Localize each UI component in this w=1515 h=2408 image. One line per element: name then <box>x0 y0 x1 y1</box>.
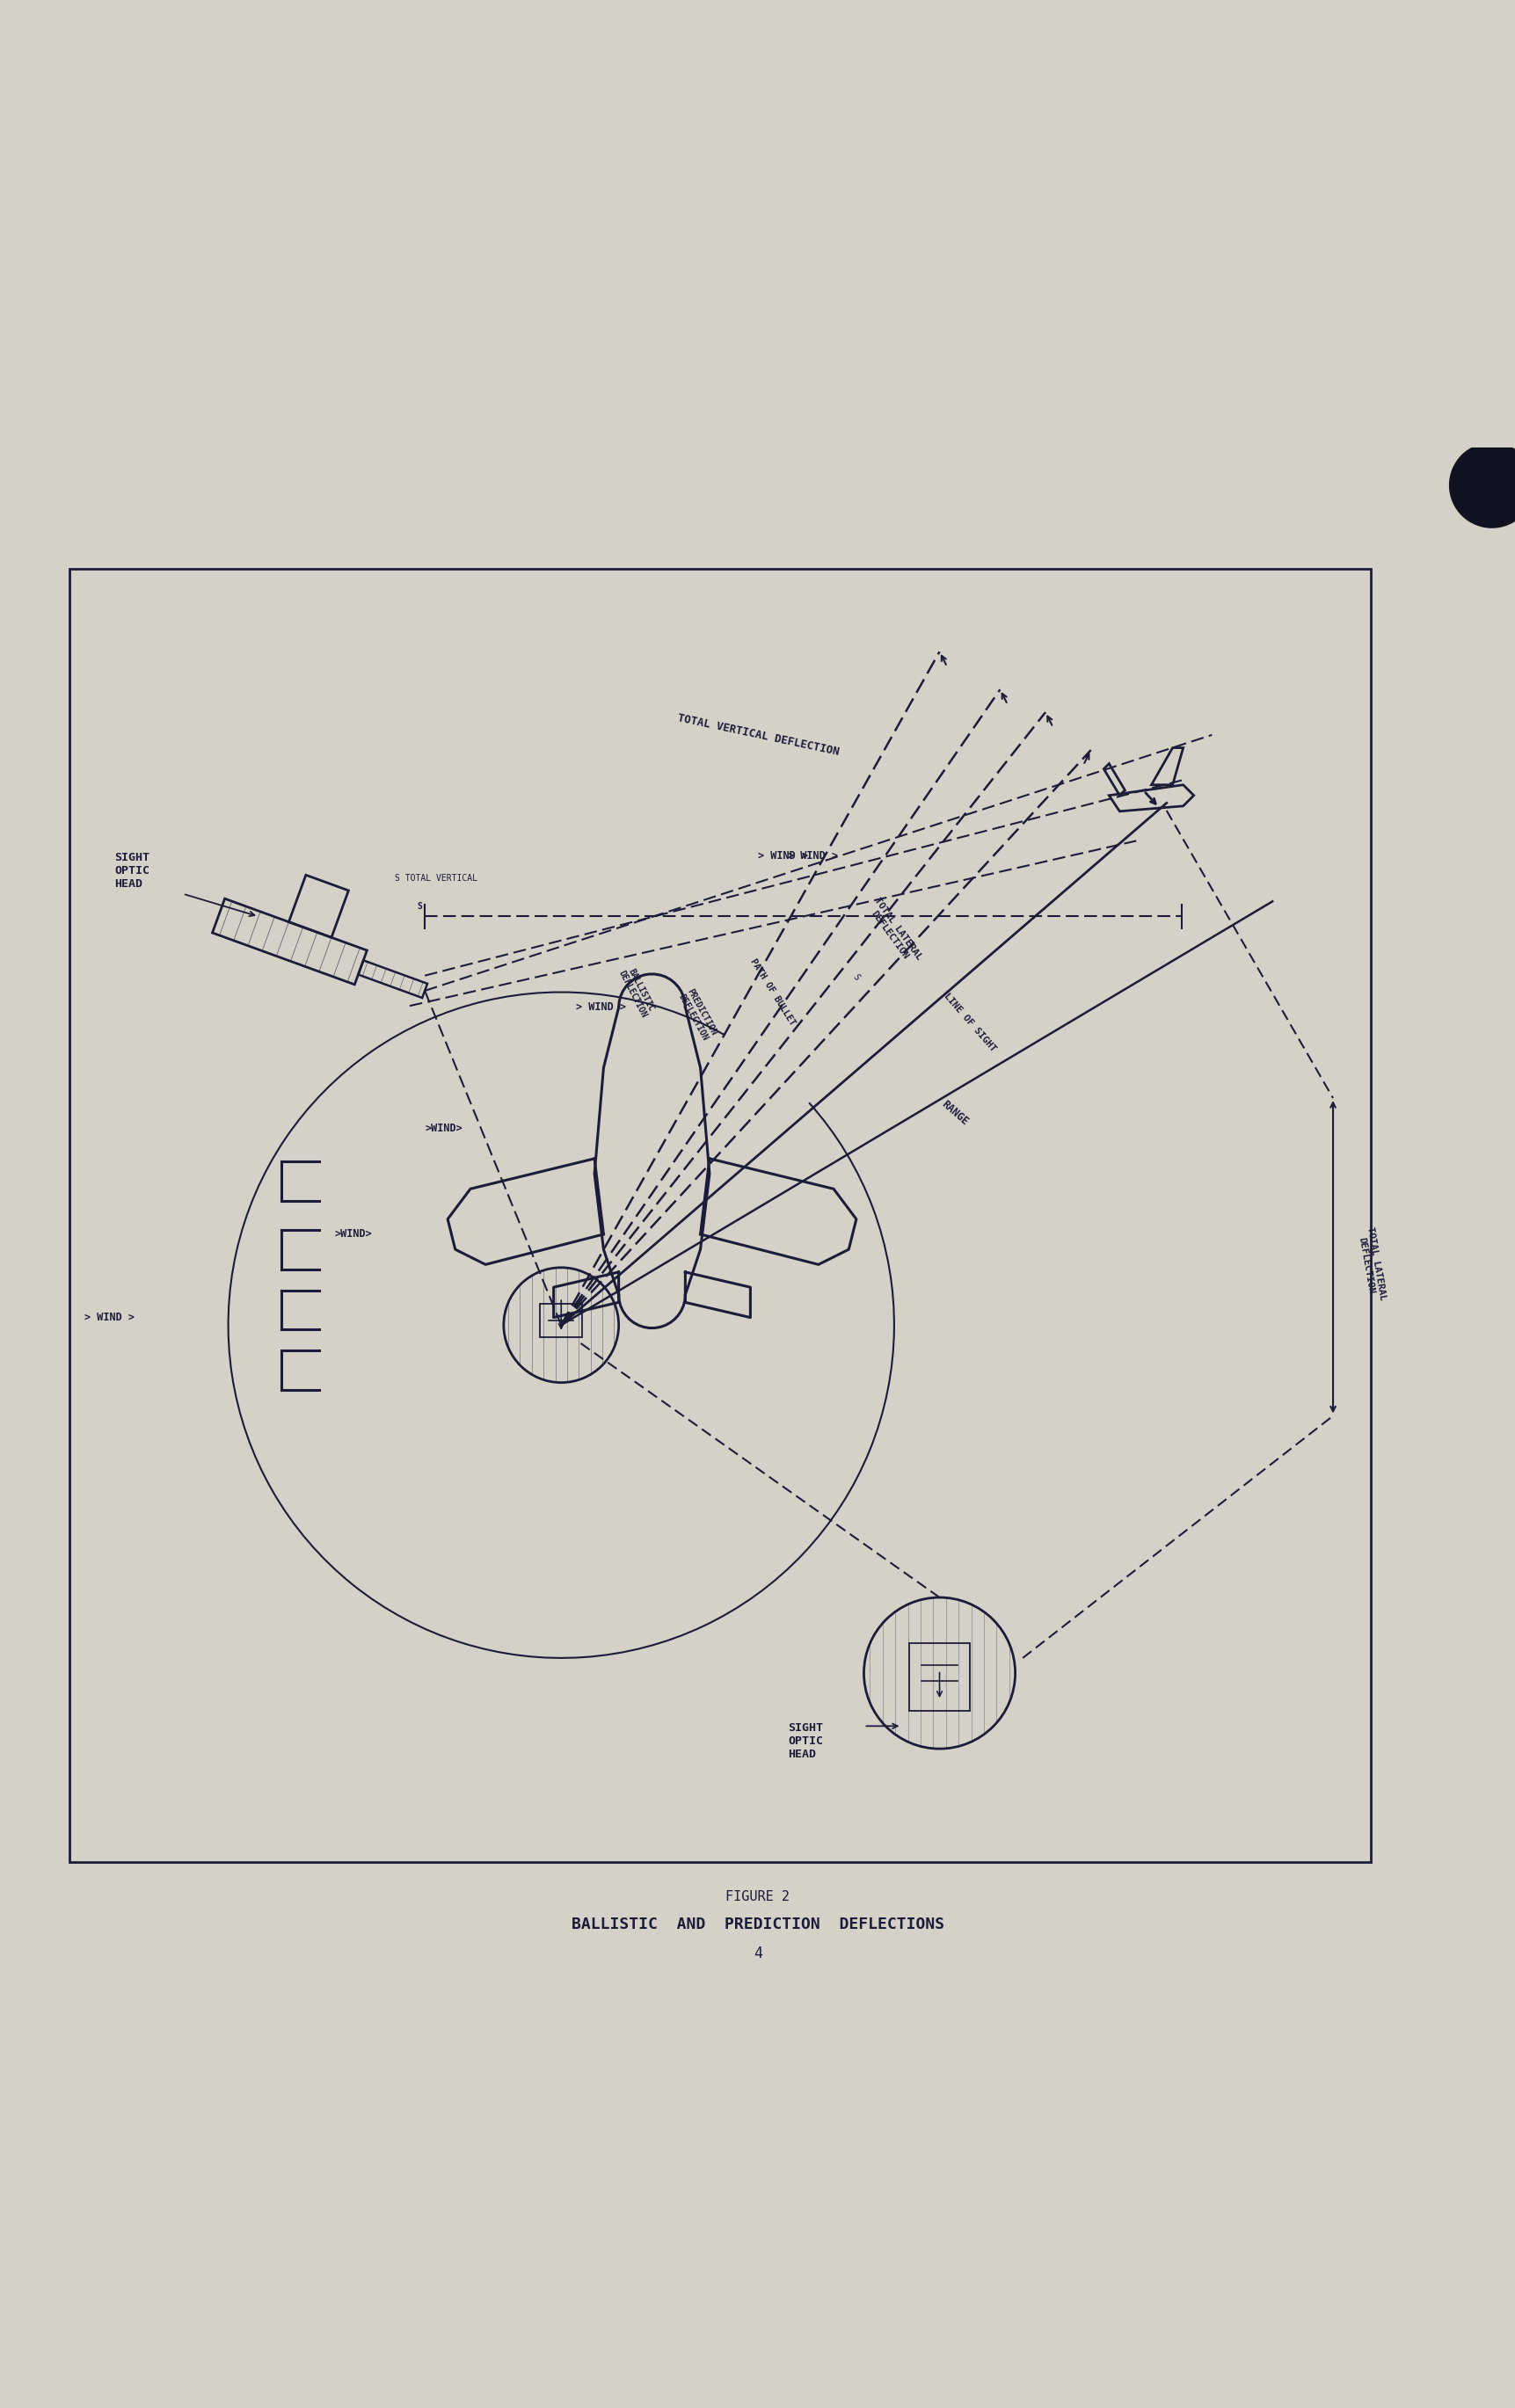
Text: SIGHT
OPTIC
HEAD: SIGHT OPTIC HEAD <box>115 852 150 891</box>
Bar <box>909 1642 970 1712</box>
Text: BALLISTIC
DEFLECTION: BALLISTIC DEFLECTION <box>617 966 656 1019</box>
Text: >WIND>: >WIND> <box>424 1122 462 1134</box>
Text: > WIND >: > WIND > <box>85 1312 135 1324</box>
Text: TOTAL LATERAL
DEFLECTION: TOTAL LATERAL DEFLECTION <box>864 896 923 968</box>
Text: RANGE: RANGE <box>939 1098 970 1127</box>
Text: TOTAL LATERAL
DEFLECTION: TOTAL LATERAL DEFLECTION <box>1354 1226 1386 1303</box>
Text: FIGURE 2: FIGURE 2 <box>726 1890 789 1905</box>
Text: TOTAL VERTICAL DEFLECTION: TOTAL VERTICAL DEFLECTION <box>676 713 839 759</box>
Text: PREDICTION
DEFLECTION: PREDICTION DEFLECTION <box>676 987 718 1043</box>
Text: S: S <box>417 903 423 910</box>
Text: 4: 4 <box>753 1946 762 1960</box>
Bar <box>70 568 1370 1861</box>
Text: LINE OF SIGHT: LINE OF SIGHT <box>942 992 997 1052</box>
Bar <box>539 1303 582 1336</box>
Text: S TOTAL VERTICAL: S TOTAL VERTICAL <box>394 874 477 884</box>
Text: > WIND >: > WIND > <box>788 850 838 862</box>
Text: SIGHT
OPTIC
HEAD: SIGHT OPTIC HEAD <box>788 1722 823 1760</box>
Text: > WIND >: > WIND > <box>758 850 807 862</box>
Circle shape <box>1448 443 1515 527</box>
Text: > WIND >: > WIND > <box>576 1002 626 1014</box>
Text: S: S <box>851 973 861 982</box>
Text: >WIND>: >WIND> <box>333 1228 371 1240</box>
Text: PATH OF BULLET: PATH OF BULLET <box>748 958 797 1028</box>
Text: BALLISTIC  AND  PREDICTION  DEFLECTIONS: BALLISTIC AND PREDICTION DEFLECTIONS <box>571 1917 944 1931</box>
